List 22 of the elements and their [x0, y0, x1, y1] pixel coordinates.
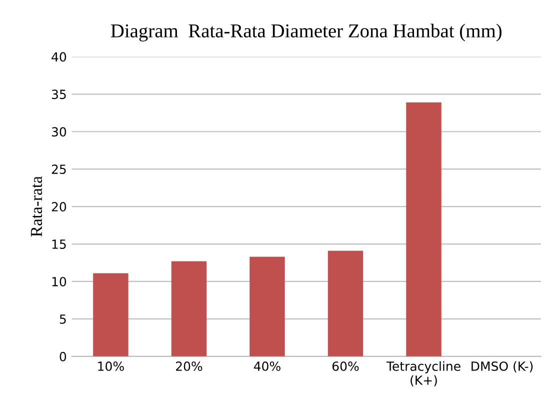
- x-tick-label: Tetracycline (K+): [386, 361, 460, 386]
- y-tick-label: 5: [60, 314, 66, 324]
- y-axis-title: Rata-rata: [30, 176, 42, 237]
- y-tick-label: 30: [52, 127, 66, 137]
- x-tick-label: DMSO (K-): [472, 361, 533, 372]
- bar: [406, 102, 442, 356]
- chart-title: Diagram Rata-Rata Diameter Zona Hambat (mm): [110, 24, 502, 42]
- x-tick-label: 60%: [332, 361, 359, 371]
- bar: [93, 273, 128, 356]
- x-tick-label: 40%: [254, 361, 280, 371]
- bar: [250, 256, 285, 356]
- y-tick-label: 35: [52, 90, 66, 100]
- bar: [328, 250, 364, 356]
- y-tick-label: 25: [52, 164, 66, 174]
- y-tick-label: 10: [52, 276, 66, 286]
- y-tick-label: 0: [60, 352, 66, 362]
- y-tick-label: 15: [52, 240, 66, 249]
- y-tick-label: 40: [52, 52, 66, 62]
- y-tick-label: 20: [52, 202, 66, 212]
- x-tick-label: 10%: [98, 361, 124, 371]
- bar: [171, 261, 207, 356]
- x-tick-label: 20%: [176, 361, 202, 371]
